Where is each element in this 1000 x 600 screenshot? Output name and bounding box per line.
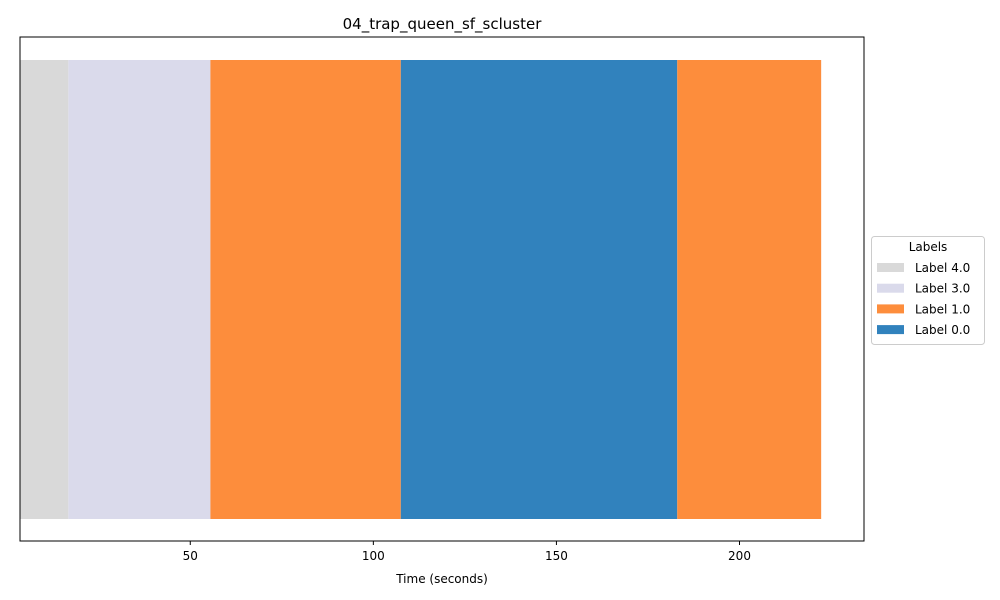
segment-bar-1 — [68, 60, 211, 519]
segments-layer — [20, 60, 822, 519]
x-axis-label: Time (seconds) — [395, 572, 488, 586]
legend-entries: Label 4.0 Label 3.0 Label 1.0 Label 0.0 — [877, 261, 970, 337]
x-tick-label-1: 100 — [362, 549, 385, 563]
x-tick-label-3: 200 — [728, 549, 751, 563]
x-axis-ticks: 50 100 150 200 — [183, 541, 751, 563]
legend-label-3: Label 0.0 — [915, 323, 970, 337]
plot-frame — [19, 36, 865, 542]
legend-swatch-0 — [877, 263, 904, 272]
legend-swatch-3 — [877, 325, 904, 335]
legend-swatch-1 — [877, 283, 904, 293]
chart-title: 04_trap_queen_sf_scluster — [343, 15, 543, 34]
segment-bar-0 — [20, 60, 69, 519]
x-tick-label-2: 150 — [545, 549, 568, 563]
segment-bar-4 — [677, 60, 822, 519]
legend-title: Labels — [909, 240, 948, 254]
segment-bar-2 — [210, 60, 401, 519]
legend-label-1: Label 3.0 — [915, 282, 970, 296]
x-tick-label-0: 50 — [183, 549, 198, 563]
legend-label-0: Label 4.0 — [915, 261, 970, 275]
segment-bar-3 — [400, 60, 678, 519]
legend-swatch-2 — [877, 304, 904, 314]
legend-label-2: Label 1.0 — [915, 302, 970, 316]
